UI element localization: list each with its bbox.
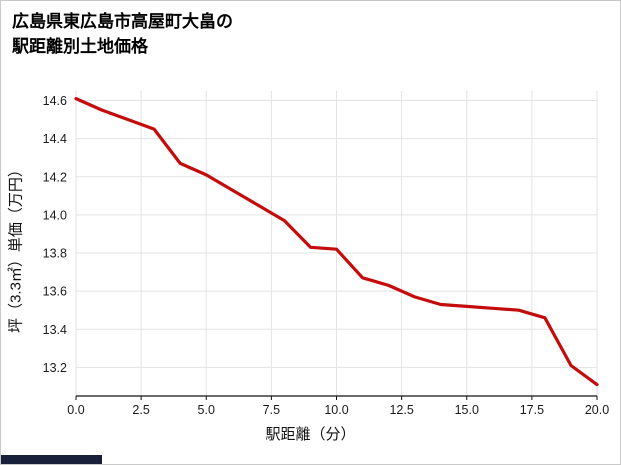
y-axis-title: 坪（3.3㎡）単価（万円） <box>7 162 25 333</box>
x-axis-title: 駅距離（分） <box>265 426 356 443</box>
x-tick-label: 10.0 <box>324 403 348 417</box>
x-tick-label: 17.5 <box>520 403 544 417</box>
x-tick-label: 20.0 <box>585 403 609 417</box>
y-tick-label: 14.2 <box>43 170 67 184</box>
y-tick-labels: 13.2 13.4 13.6 13.8 14.0 14.2 14.4 14.6 <box>43 94 67 375</box>
grid <box>75 91 598 396</box>
chart-title-line2: 駅距離別土地価格 <box>12 36 148 56</box>
y-tick-label: 13.6 <box>43 285 67 299</box>
x-tick-label: 15.0 <box>455 403 479 417</box>
x-tick-label: 7.5 <box>263 403 280 417</box>
x-axis <box>75 395 598 400</box>
y-tick-label: 13.8 <box>43 247 67 261</box>
y-tick-label: 13.2 <box>43 361 67 375</box>
chart-title-line1: 広島県東広島市高屋町大畠の <box>12 12 233 31</box>
x-tick-label: 5.0 <box>198 403 215 417</box>
footer-fragment <box>1 455 102 464</box>
x-tick-label: 12.5 <box>389 403 413 417</box>
y-tick-label: 14.4 <box>43 132 67 146</box>
x-tick-label: 0.0 <box>67 403 84 417</box>
price-line <box>74 96 599 387</box>
y-tick-label: 13.4 <box>43 323 67 337</box>
y-tick-label: 14.6 <box>43 94 67 108</box>
y-tick-label: 14.0 <box>43 208 67 222</box>
x-tick-labels: 0.0 2.5 5.0 7.5 10.0 12.5 15.0 17.5 20.0 <box>67 403 609 417</box>
x-tick-label: 2.5 <box>132 403 149 417</box>
chart-title: 広島県東広島市高屋町大畠の 駅距離別土地価格 <box>12 10 233 59</box>
